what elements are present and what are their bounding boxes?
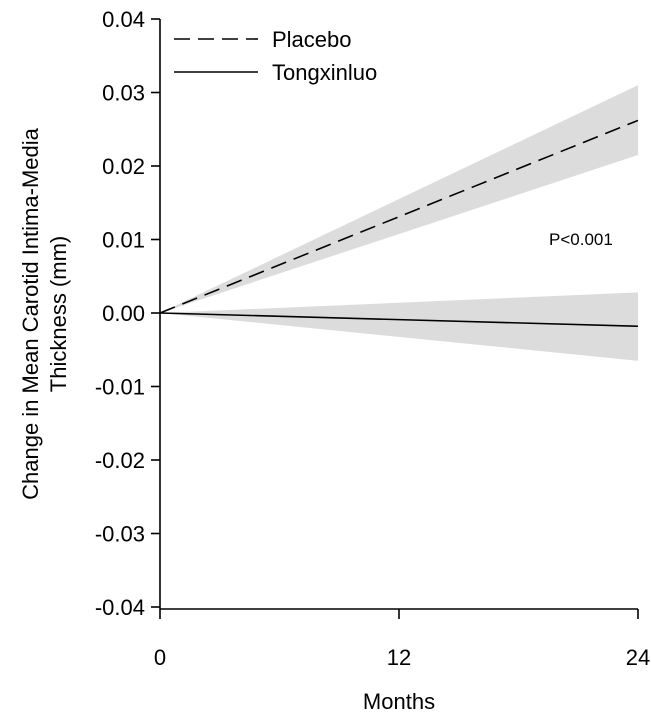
- x-tick-label: 0: [154, 645, 166, 670]
- x-tick-label: 24: [626, 645, 650, 670]
- y-tick-label: 0.04: [102, 7, 145, 32]
- legend: Placebo Tongxinluo: [174, 27, 377, 85]
- series-lines: [159, 119, 639, 328]
- y-tick-label: -0.01: [95, 375, 145, 400]
- p-value-annotation: P<0.001: [549, 230, 613, 249]
- ci-band-placebo: [160, 85, 638, 314]
- y-tick-label: 0.03: [102, 81, 145, 106]
- y-axis-title-line2: Thickness (mm): [46, 236, 71, 392]
- x-axis-title: Months: [363, 689, 435, 714]
- series-line-placebo: [159, 119, 639, 314]
- y-tick-label: 0.00: [102, 301, 145, 326]
- legend-label-placebo: Placebo: [272, 27, 352, 52]
- y-tick-label: -0.04: [95, 595, 145, 620]
- series-line-tongxinluo: [159, 312, 639, 328]
- y-tick-label: 0.01: [102, 228, 145, 253]
- y-tick-label: -0.03: [95, 522, 145, 547]
- ci-band-tongxinluo: [160, 292, 638, 361]
- y-axis-title-line1: Change in Mean Carotid Intima-Media: [18, 127, 43, 500]
- x-tick-label: 12: [387, 645, 411, 670]
- legend-label-tongxinluo: Tongxinluo: [272, 60, 377, 85]
- y-axis-ticks: -0.04 -0.03 -0.02 -0.01 0.00 0.01 0.02 0.03 0.04: [95, 7, 160, 620]
- x-axis-ticks: 0 12 24: [154, 609, 650, 670]
- y-tick-label: 0.02: [102, 154, 145, 179]
- y-tick-label: -0.02: [95, 448, 145, 473]
- confidence-bands: [160, 85, 638, 361]
